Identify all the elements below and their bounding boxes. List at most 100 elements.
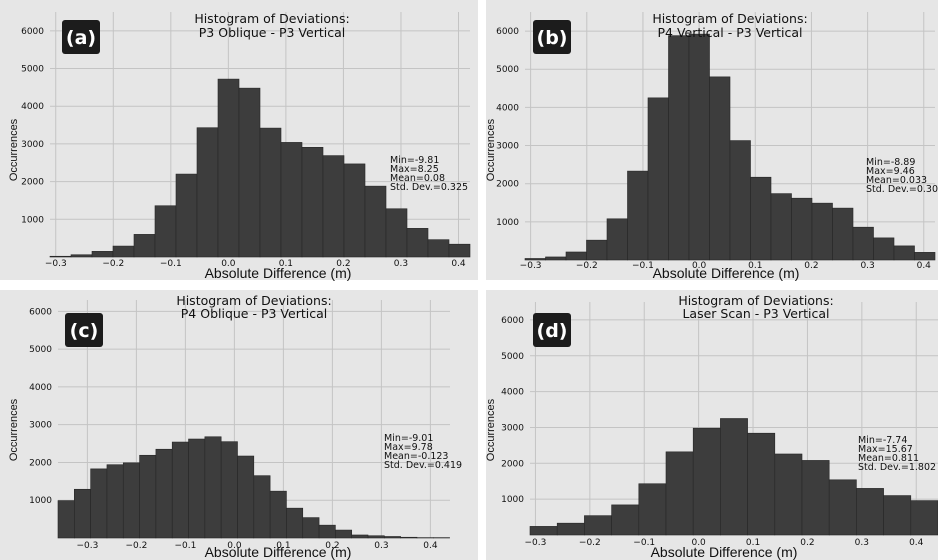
- histogram-bar: [910, 500, 938, 536]
- y-tick-label: 5000: [29, 345, 52, 355]
- histogram-bar: [259, 127, 282, 258]
- histogram-bar: [545, 256, 567, 261]
- y-tick-label: 5000: [21, 65, 44, 75]
- histogram-bar: [286, 507, 304, 539]
- y-tick-label: 4000: [29, 383, 52, 393]
- histogram-bar: [112, 245, 135, 258]
- histogram-bar: [524, 258, 546, 261]
- chart-title-line: Laser Scan - P3 Vertical: [682, 306, 829, 321]
- histogram-bar: [565, 251, 587, 261]
- x-tick-label: 0.0: [691, 538, 706, 548]
- y-tick-label: 3000: [21, 140, 44, 150]
- x-tick-label: 0.2: [325, 541, 339, 551]
- stats-annotation: Std. Dev.=0.419: [384, 460, 462, 471]
- y-tick-label: 6000: [496, 27, 519, 37]
- stats-annotation: Min=-9.01: [384, 433, 433, 444]
- panel-badge-label: (b): [537, 27, 568, 49]
- histogram-bar: [750, 176, 772, 261]
- x-tick-label: 0.1: [276, 541, 290, 551]
- histogram-bar: [852, 226, 874, 261]
- histogram-bar: [791, 197, 813, 261]
- histogram-bar: [351, 534, 369, 539]
- histogram-bar: [611, 504, 640, 536]
- x-tick-label: 0.0: [221, 259, 236, 269]
- histogram-bar: [729, 140, 751, 261]
- histogram-bar: [70, 254, 93, 258]
- histogram-bar: [856, 488, 884, 536]
- histogram-bar: [155, 448, 173, 539]
- x-tick-label: −0.3: [525, 538, 547, 548]
- chart-title-line: Histogram of Deviations:: [652, 11, 807, 26]
- stats-annotation: Max=9.46: [866, 166, 915, 177]
- x-tick-label: −0.3: [76, 541, 98, 551]
- histogram-bar: [606, 218, 628, 261]
- histogram-bar: [196, 127, 219, 258]
- histogram-bar: [828, 479, 857, 536]
- histogram-bar: [302, 517, 320, 539]
- histogram-bar: [364, 185, 387, 258]
- histogram-bar: [688, 33, 710, 261]
- histogram-bar: [253, 475, 271, 539]
- chart-title-line: P3 Oblique - P3 Vertical: [199, 25, 345, 40]
- histogram-bar: [57, 500, 75, 539]
- histogram-bar: [400, 536, 418, 539]
- y-tick-label: 2000: [501, 459, 524, 469]
- stats-annotation: Mean=0.08: [390, 173, 445, 184]
- stats-annotation: Mean=0.811: [858, 453, 919, 464]
- histogram-bar: [384, 536, 401, 539]
- panel-a: −0.3 −0.2 −0.1 0.0 0.1 0.2 0.3 0.4 1000 2000 3000 4…: [0, 0, 478, 281]
- y-tick-label: 6000: [21, 27, 44, 37]
- histogram-bar: [556, 522, 585, 536]
- y-axis-label: Occurrences: [485, 118, 497, 181]
- chart-title-line: Histogram of Deviations:: [194, 11, 349, 26]
- histogram-bar: [133, 234, 156, 258]
- x-axis-label: Absolute Difference (m): [205, 544, 352, 560]
- histogram-bar: [385, 208, 408, 258]
- x-tick-label: −0.3: [520, 261, 542, 271]
- chart-title-line: P4 Oblique - P3 Vertical: [181, 306, 327, 321]
- x-tick-label: 0.2: [804, 261, 818, 271]
- x-tick-label: −0.2: [576, 261, 598, 271]
- x-axis-label: Absolute Difference (m): [653, 265, 800, 281]
- stats-annotation: Std. Dev.=0.301: [866, 184, 938, 195]
- histogram-bar: [90, 468, 108, 539]
- panel-c: −0.3 −0.2 −0.1 0.0 0.1 0.2 0.3 0.4 1000 2000 3000 4…: [0, 290, 478, 560]
- histogram-bar: [584, 515, 612, 536]
- chart-title-line: Histogram of Deviations:: [678, 293, 833, 308]
- histogram-bar: [832, 207, 854, 261]
- panel-badge: [65, 313, 103, 347]
- stats-annotation: Max=15.67: [858, 444, 913, 455]
- stats-annotation: Mean=0.033: [866, 175, 927, 186]
- histogram-bar: [122, 462, 140, 539]
- y-tick-label: 3000: [501, 423, 524, 433]
- stats-annotation: Std. Dev.=1.802: [858, 462, 936, 473]
- y-tick-label: 1000: [29, 496, 52, 506]
- histogram-bar: [318, 524, 336, 539]
- y-tick-label: 6000: [29, 307, 52, 317]
- x-tick-label: −0.2: [125, 541, 147, 551]
- histogram-bar: [406, 228, 429, 258]
- histogram-bar: [322, 155, 345, 258]
- histogram-bar: [171, 441, 189, 539]
- chart-title-line: P4 Vertical - P3 Vertical: [658, 25, 803, 40]
- y-tick-label: 3000: [29, 421, 52, 431]
- histogram-bar: [188, 438, 206, 539]
- x-tick-label: −0.3: [45, 259, 67, 269]
- y-tick-label: 4000: [501, 388, 524, 398]
- histogram-bar: [638, 483, 667, 536]
- histogram-bar: [335, 529, 353, 539]
- histogram-bar: [49, 255, 72, 258]
- stats-annotation: Min=-7.74: [858, 435, 907, 446]
- panel-d: −0.3 −0.2 −0.1 0.0 0.1 0.2 0.3 0.4 1000 2000 3000 4…: [485, 290, 938, 560]
- histogram-bar: [665, 451, 694, 536]
- y-tick-label: 5000: [501, 352, 524, 362]
- y-tick-label: 4000: [496, 103, 519, 113]
- histogram-bar: [720, 418, 748, 536]
- y-tick-label: 2000: [29, 458, 52, 468]
- histogram-bar: [175, 173, 198, 258]
- x-tick-label: 0.3: [855, 538, 869, 548]
- stats-annotation: Std. Dev.=0.325: [390, 182, 468, 193]
- x-tick-label: −0.1: [632, 261, 654, 271]
- histogram-bar: [747, 432, 776, 536]
